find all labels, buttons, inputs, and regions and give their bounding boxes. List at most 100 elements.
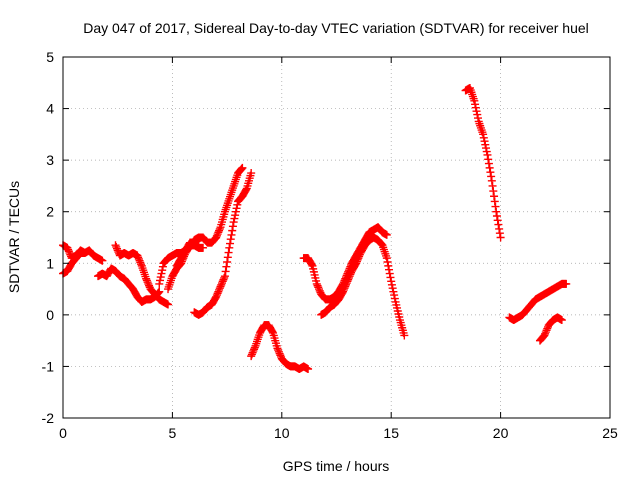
data-point-fill [495, 229, 504, 238]
data-point-fill [352, 257, 361, 266]
y-tick-label: 3 [46, 152, 54, 168]
data-point-fill [227, 230, 236, 239]
data-point-fill [135, 256, 144, 265]
data-point-fill [247, 350, 256, 359]
data-point-fill [490, 192, 499, 201]
x-axis-label: GPS time / hours [283, 458, 390, 474]
data-point-fill [344, 275, 353, 284]
grid [63, 57, 610, 418]
series-arc-9 [247, 321, 313, 374]
data-point-fill [218, 277, 227, 286]
data-point-fill [486, 168, 495, 177]
x-tick-label: 0 [59, 425, 67, 441]
series-arc-14 [535, 313, 566, 345]
data-point-fill [385, 265, 394, 274]
data-point [562, 279, 571, 288]
data-point [470, 96, 479, 105]
data-point [247, 352, 256, 361]
data-point-fill [217, 280, 226, 289]
x-tick-label: 10 [274, 425, 290, 441]
data-point [343, 277, 352, 286]
data-point [557, 316, 566, 325]
data-point-fill [491, 202, 500, 211]
y-tick-label: 0 [46, 307, 54, 323]
data-point [312, 279, 321, 288]
series-arc-2 [59, 248, 89, 278]
data-point-fill [313, 281, 322, 290]
data-point [63, 243, 72, 252]
data-point-fill [388, 284, 397, 293]
data-point-fill [134, 254, 143, 263]
data-point-fill [479, 133, 488, 142]
series-arc-12 [461, 83, 505, 242]
x-tick-label: 15 [383, 425, 399, 441]
series-arc-7 [172, 236, 203, 270]
y-axis-label: SDTVAR / TECUs [6, 181, 22, 293]
data-point-fill [215, 284, 224, 293]
data-point-fill [307, 260, 316, 269]
data-point-fill [143, 278, 152, 287]
data-point-fill [390, 291, 399, 300]
data-point-fill [482, 144, 491, 153]
data-point [133, 251, 142, 260]
data-point [98, 256, 107, 265]
data-point-fill [237, 164, 246, 173]
y-tick-label: 2 [46, 204, 54, 220]
data-point [194, 236, 203, 245]
data-point-fill [250, 345, 259, 354]
data-point-fill [471, 100, 480, 109]
data-point-fill [112, 242, 121, 251]
data-point-fill [390, 294, 399, 303]
data-point-fill [494, 220, 503, 229]
data-point [492, 207, 501, 216]
data-point-fill [386, 273, 395, 282]
data-point-fill [226, 239, 235, 248]
data-point [238, 163, 247, 172]
data-point-fill [384, 261, 393, 270]
data-point-fill [232, 204, 241, 213]
chart-title: Day 047 of 2017, Sidereal Day-to-day VTE… [83, 20, 589, 36]
data-point-fill [341, 282, 350, 291]
data-point [111, 241, 120, 250]
data-point [382, 230, 391, 239]
data-point [483, 150, 492, 159]
data-point [199, 243, 208, 252]
data-point-fill [389, 287, 398, 296]
data-point-fill [144, 279, 153, 288]
data-point [80, 248, 89, 257]
data-point-fill [215, 285, 224, 294]
data-point [229, 218, 238, 227]
data-point-fill [354, 254, 363, 263]
data-point-fill [228, 226, 237, 235]
data-point-fill [156, 273, 165, 282]
data-point-fill [221, 267, 230, 276]
data-point-fill [387, 280, 396, 289]
data-point-fill [344, 273, 353, 282]
data-point-fill [492, 212, 501, 221]
data-point-fill [268, 327, 277, 336]
data-point [304, 365, 313, 374]
data-point-fill [274, 347, 283, 356]
data-point [273, 344, 282, 353]
data-point-fill [315, 286, 324, 295]
y-tick-label: -2 [42, 410, 55, 426]
data-point-fill [276, 351, 285, 360]
data-point-fill [112, 244, 121, 253]
data-point-fill [64, 245, 73, 254]
data-point-fill [314, 285, 323, 294]
data-point-fill [230, 214, 239, 223]
data-point-fill [542, 326, 551, 335]
data-point-fill [137, 260, 146, 269]
series-arc-3 [94, 264, 164, 306]
data-point-fill [541, 328, 550, 337]
x-tick-label: 20 [493, 425, 509, 441]
y-tick-label: 4 [46, 101, 54, 117]
data-point [212, 292, 221, 301]
data-point-fill [158, 262, 167, 271]
data-point-fill [65, 248, 74, 257]
plot-frame [62, 56, 611, 419]
data-point-fill [223, 253, 232, 262]
data-point [216, 282, 225, 291]
data-point [212, 233, 221, 242]
series-arc-4 [111, 241, 173, 309]
